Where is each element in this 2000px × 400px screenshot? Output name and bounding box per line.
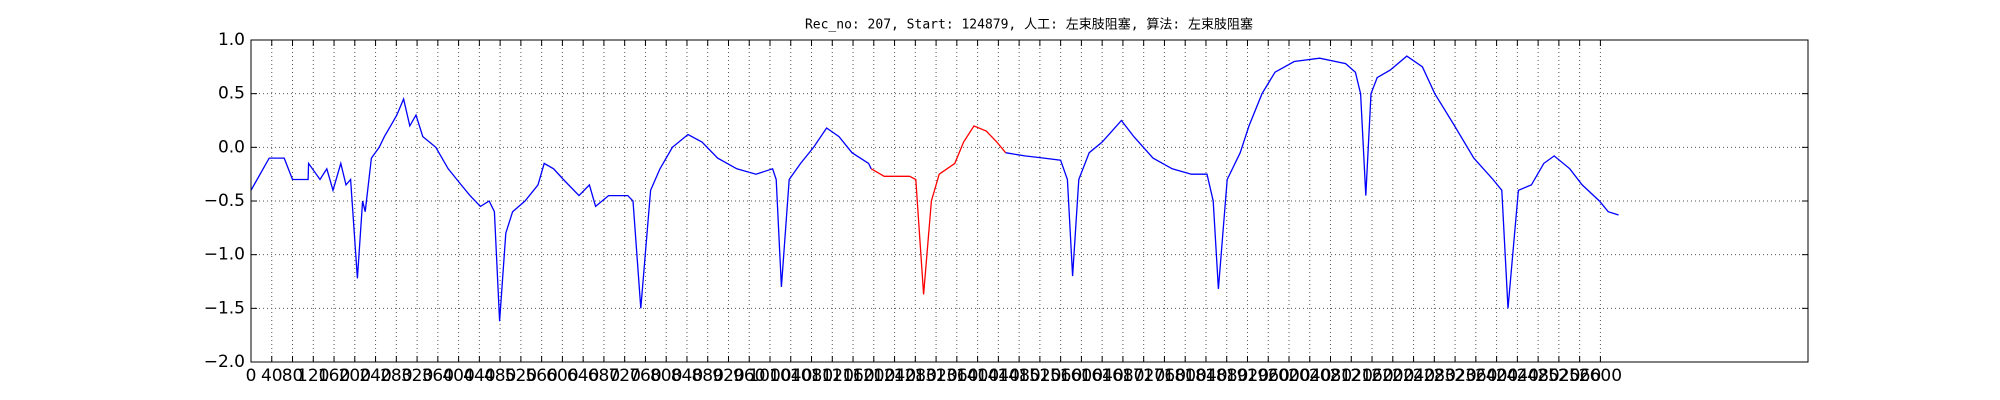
x-tick-label: 1880 — [1205, 366, 1248, 386]
series-line — [250, 55, 1619, 322]
x-tick-label: 200 — [339, 366, 371, 386]
x-tick-label: 2560 — [1558, 366, 1601, 386]
x-tick-label: 1760 — [1143, 366, 1186, 386]
x-tick-label: 680 — [588, 366, 620, 386]
x-tick-label: 2080 — [1309, 366, 1352, 386]
x-tick-label: 2040 — [1288, 366, 1331, 386]
x-tick-label: 2600 — [1579, 366, 1622, 386]
x-tick-label: 1520 — [1018, 366, 1061, 386]
x-tick-label: 240 — [359, 366, 391, 386]
x-tick-label: 2360 — [1454, 366, 1497, 386]
x-tick-label: 1040 — [769, 366, 812, 386]
plot-frame — [250, 39, 1809, 363]
x-tick-label: 1440 — [977, 366, 1020, 386]
x-tick-label: 1640 — [1081, 366, 1124, 386]
x-tick-label: 800 — [650, 366, 682, 386]
x-tick-label: 1960 — [1247, 366, 1290, 386]
x-tick-label: 1200 — [852, 366, 895, 386]
x-tick-label: 1920 — [1226, 366, 1269, 386]
x-tick-label: 1280 — [894, 366, 937, 386]
x-tick-label: 1480 — [997, 366, 1040, 386]
x-tick-label: 2400 — [1475, 366, 1518, 386]
y-tick-label: 0.5 — [218, 84, 245, 104]
chart-title: Rec_no: 207, Start: 124879, 人工: 左束肢阻塞, 算… — [805, 17, 1253, 33]
x-tick-label: 1560 — [1039, 366, 1082, 386]
x-tick-label: 1120 — [811, 366, 854, 386]
x-tick-label: 1840 — [1184, 366, 1227, 386]
x-tick-label: 80 — [282, 366, 304, 386]
x-tick-label: 1800 — [1164, 366, 1207, 386]
y-tick-label: −2.0 — [204, 352, 245, 372]
x-tick-label: 2240 — [1392, 366, 1435, 386]
x-tick-label: 2160 — [1350, 366, 1393, 386]
x-tick-label: 1240 — [873, 366, 916, 386]
y-tick-label: −0.5 — [204, 191, 245, 211]
x-tick-label: 160 — [318, 366, 350, 386]
y-tick-label: −1.0 — [204, 245, 245, 265]
x-tick-label: 440 — [463, 366, 495, 386]
x-tick-label: 640 — [567, 366, 599, 386]
x-tick-label: 2520 — [1537, 366, 1580, 386]
x-tick-label: 1400 — [956, 366, 999, 386]
x-tick-label: 120 — [297, 366, 329, 386]
x-tick-label: 400 — [442, 366, 474, 386]
x-tick-label: 720 — [608, 366, 640, 386]
x-tick-label: 2120 — [1330, 366, 1373, 386]
x-tick-label: 320 — [401, 366, 433, 386]
x-tick-label: 1680 — [1101, 366, 1144, 386]
x-tick-label: 1720 — [1122, 366, 1165, 386]
x-tick-label: 280 — [380, 366, 412, 386]
y-tick-label: 0.0 — [218, 137, 245, 157]
x-tick-label: 920 — [712, 366, 744, 386]
x-tick-label: 480 — [484, 366, 516, 386]
x-tick-label: 2280 — [1413, 366, 1456, 386]
y-tick-label: 1.0 — [218, 30, 245, 50]
x-tick-label: 1000 — [748, 366, 791, 386]
x-tick-label: 520 — [505, 366, 537, 386]
x-tick-label: 1320 — [914, 366, 957, 386]
x-tick-label: 760 — [629, 366, 661, 386]
x-tick-label: 0 — [246, 366, 257, 386]
x-tick-label: 1600 — [1060, 366, 1103, 386]
x-tick-label: 1080 — [790, 366, 833, 386]
x-tick-label: 1360 — [935, 366, 978, 386]
x-tick-label: 2480 — [1516, 366, 1559, 386]
x-tick-label: 2200 — [1371, 366, 1414, 386]
x-tick-label: 880 — [691, 366, 723, 386]
y-tick-label: −1.5 — [204, 298, 245, 318]
x-tick-label: 840 — [671, 366, 703, 386]
x-tick-label: 2440 — [1496, 366, 1539, 386]
x-tick-label: 2000 — [1267, 366, 1310, 386]
x-tick-label: 600 — [546, 366, 578, 386]
x-tick-label: 360 — [422, 366, 454, 386]
x-tick-label: 40 — [261, 366, 283, 386]
x-tick-label: 960 — [733, 366, 765, 386]
x-tick-label: 1160 — [831, 366, 874, 386]
x-tick-label: 2320 — [1433, 366, 1476, 386]
series-line — [870, 125, 1007, 295]
x-tick-label: 560 — [525, 366, 557, 386]
